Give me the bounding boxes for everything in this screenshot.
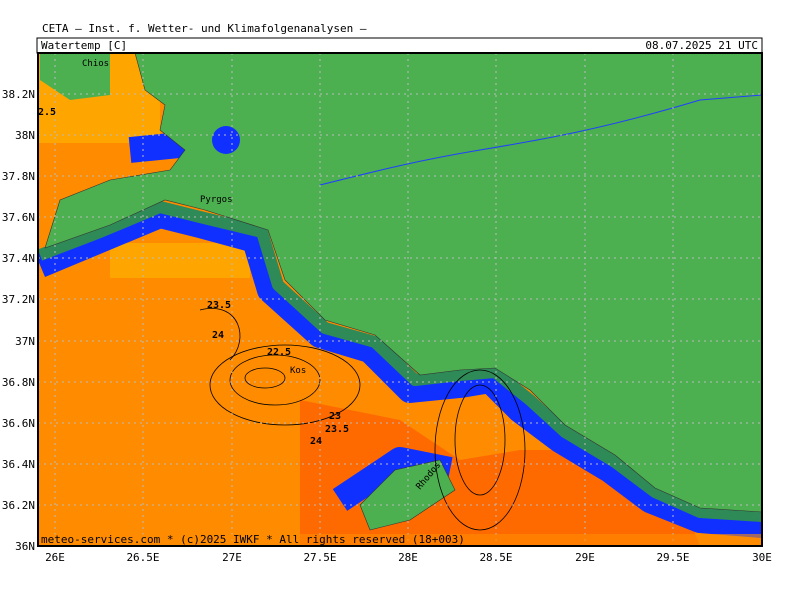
lon-label: 26.5E [126,551,159,564]
contour-label: 23.5 [207,300,231,311]
contour-label: 23.5 [325,424,349,435]
contour-label: 23 [329,411,341,422]
river [319,94,762,186]
place-label: Chios [82,59,109,69]
sea-warm [110,243,250,278]
rhodes-island [359,459,456,531]
lon-label: 27.5E [303,551,336,564]
contour-label: 24 [212,330,224,341]
island-land [40,53,110,100]
lat-label: 37.4N [2,252,35,265]
lon-label: 26E [45,551,65,564]
lon-axis: 26E 26.5E 27E 27.5E 28E 28.5E 29E 29.5E … [45,551,772,564]
lat-label: 36.8N [2,376,35,389]
lat-label: 37N [15,335,35,348]
land [44,53,762,513]
lat-label: 38.2N [2,88,35,101]
lon-label: 29.5E [656,551,689,564]
header-title: CETA — Inst. f. Wetter- und Klimafolgena… [42,22,367,35]
map-frame [37,52,763,547]
map: Chios Pyrgos Kos Rhodos 2.5 23.5 24 22.5… [37,52,763,547]
lon-label: 29E [575,551,595,564]
place-label: Pyrgos [200,195,233,205]
coastal-cool [38,201,762,522]
lat-label: 36.6N [2,417,35,430]
footer-text: meteo-services.com * (c)2025 IWKF * All … [41,533,465,546]
lat-label: 36N [15,540,35,553]
lat-axis: 38.2N 38N 37.8N 37.6N 37.4N 37.2N 37N 36… [2,88,35,553]
inland-water [212,126,240,154]
lat-label: 37.8N [2,170,35,183]
lon-label: 28.5E [479,551,512,564]
footer-band [38,534,762,546]
lon-label: 30E [752,551,772,564]
lon-label: 27E [222,551,242,564]
lat-label: 37.6N [2,211,35,224]
variable-label: Watertemp [C] [41,39,127,52]
grid [38,53,762,546]
place-label: Kos [290,366,306,376]
contour-label: 2.5 [38,107,56,118]
lat-label: 36.4N [2,458,35,471]
contours [199,308,526,531]
contour-label: 22.5 [267,347,291,358]
time-label: 08.07.2025 21 UTC [645,39,758,52]
contour-label: 24 [310,436,322,447]
lat-label: 38N [15,129,35,142]
lat-label: 36.2N [2,499,35,512]
lat-label: 37.2N [2,293,35,306]
lon-label: 28E [398,551,418,564]
